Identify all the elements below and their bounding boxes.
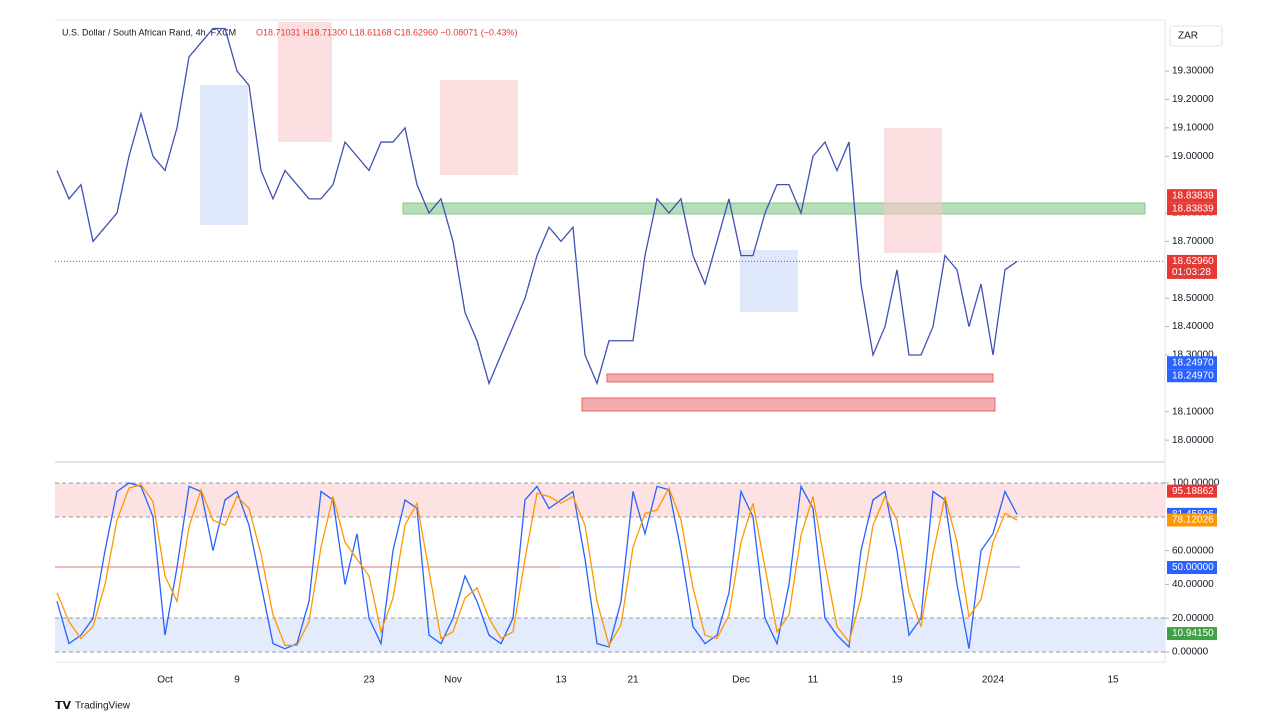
y-tick-label: 18.70000 [1172,236,1214,247]
support-zone [581,397,996,412]
ohlc: O18.71031 H18.71300 L18.61168 C18.62960 … [256,27,518,37]
y-tick-label: 20.00000 [1172,613,1214,624]
price-tag-label: 18.83839 [1172,190,1214,201]
x-tick-label: 11 [808,675,819,686]
y-tick-label: 18.00000 [1172,435,1214,446]
y-tick-label: 18.50000 [1172,293,1214,304]
x-tick-label: 9 [234,675,240,686]
currency-label[interactable]: ZAR [1178,31,1198,42]
series-line [56,482,1018,650]
y-tick-label: 19.20000 [1172,94,1214,105]
price-tag [1167,356,1217,370]
support-zone [606,373,994,383]
symbol-title: U.S. Dollar / South African Rand, 4h, FX… [62,27,236,37]
resistance-zone [402,202,1146,215]
price-tag [1167,189,1217,203]
x-tick-label: 21 [627,675,639,686]
price-tag-label: 95.18862 [1172,486,1214,497]
y-tick-label: 18.10000 [1172,406,1214,417]
x-tick-label: 23 [363,675,375,686]
oversold-band [55,618,1165,652]
price-tag [1167,627,1217,641]
y-tick-label: 100.00000 [1172,478,1220,489]
price-tag [1167,513,1217,527]
countdown-label: 01:03:28 [1172,267,1211,278]
y-tick-label: 19.10000 [1172,123,1214,134]
series-line [56,483,1018,647]
range-box [740,250,798,312]
price-tag-label: 78.12026 [1172,515,1214,526]
y-tick-label: 18.40000 [1172,321,1214,332]
price-tag-label: 18.24970 [1172,357,1214,368]
price-tag-label: 18.62960 [1172,256,1214,267]
price-tag-label: 10.94150 [1172,628,1214,639]
brand: 𝗧𝗩 [55,700,72,712]
x-tick-label: Oct [157,675,173,686]
currency-button[interactable] [1169,25,1223,47]
brand-name: TradingView [75,701,131,712]
y-tick-label: 60.00000 [1172,545,1214,556]
price-tag-label: 18.24970 [1172,370,1214,381]
range-box [884,128,942,253]
range-box [278,22,332,142]
price-tag [1167,202,1217,216]
price-tag [1167,254,1217,279]
y-tick-label: 0.00000 [1172,647,1209,658]
price-tag-label: 50.00000 [1172,562,1214,573]
x-tick-label: 13 [555,675,567,686]
x-tick-label: 2024 [982,675,1005,686]
range-box [440,80,518,175]
x-tick-label: Dec [732,675,750,686]
series-line [56,27,1018,386]
y-tick-label: 19.00000 [1172,151,1214,162]
price-tag [1167,561,1217,575]
y-tick-label: 18.30000 [1172,350,1214,361]
y-tick-label: 40.00000 [1172,579,1214,590]
x-tick-label: 19 [891,675,903,686]
x-tick-label: Nov [444,675,462,686]
price-tag-label: 18.83839 [1172,203,1214,214]
x-tick-label: 15 [1107,675,1119,686]
price-tag [1167,484,1217,498]
y-tick-label: 19.30000 [1172,66,1214,77]
range-box [200,85,248,225]
price-tag [1167,369,1217,383]
